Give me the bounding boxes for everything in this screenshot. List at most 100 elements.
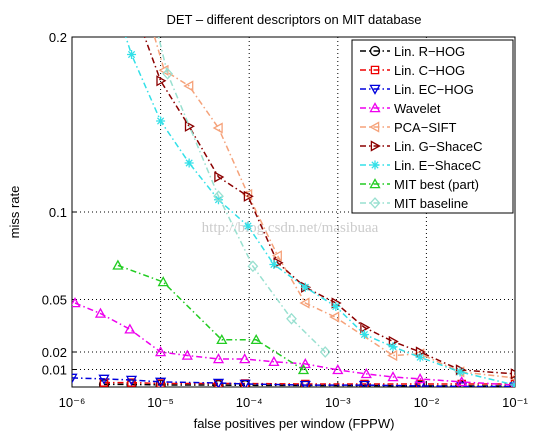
legend-label: Lin. E−ShaceC <box>394 158 481 173</box>
series-marker <box>154 346 167 357</box>
series-marker <box>455 367 465 377</box>
series-marker <box>212 378 225 387</box>
series-marker <box>300 282 310 292</box>
series-marker <box>510 368 515 380</box>
series-marker <box>247 260 259 273</box>
series-marker <box>124 323 136 334</box>
y-tick-label: 0.2 <box>49 30 67 45</box>
series-marker <box>360 321 371 334</box>
series-marker <box>388 342 398 352</box>
legend-label: Lin. EC−HOG <box>394 82 474 97</box>
series-marker <box>212 353 225 364</box>
series-marker <box>183 80 194 92</box>
series-marker <box>250 333 262 345</box>
series-line <box>104 381 515 385</box>
y-tick-label: 0.05 <box>42 293 67 308</box>
series-marker <box>239 353 251 364</box>
series-marker <box>156 379 165 387</box>
series-marker <box>127 378 136 387</box>
y-tick-label: 0.02 <box>42 345 67 360</box>
chart-title: DET – different descriptors on MIT datab… <box>166 12 421 27</box>
x-tick-label: 10⁻⁵ <box>147 395 174 410</box>
legend-marker <box>369 45 381 57</box>
series-marker <box>456 382 468 387</box>
x-tick-label: 10⁻¹ <box>502 395 528 410</box>
series-line <box>143 37 515 375</box>
series-marker <box>243 190 254 202</box>
series-marker <box>239 379 251 387</box>
series-marker <box>415 352 425 362</box>
series-marker <box>94 307 107 318</box>
series-marker <box>98 379 110 387</box>
legend-label: MIT best (part) <box>394 177 479 192</box>
series-marker <box>331 302 341 311</box>
series-marker <box>359 330 369 339</box>
series-marker <box>332 364 344 375</box>
x-tick-label: 10⁻⁶ <box>59 395 86 410</box>
series-marker <box>387 371 399 382</box>
legend-label: Lin. R−HOG <box>394 44 465 59</box>
series-marker <box>269 260 279 269</box>
series-marker <box>387 349 398 362</box>
legend-label: Wavelet <box>394 101 441 116</box>
legend-label: PCA−SIFT <box>394 120 457 135</box>
series-marker <box>72 373 78 384</box>
series-marker <box>243 221 253 231</box>
legend-marker <box>369 121 380 133</box>
legend-label: MIT baseline <box>394 196 468 211</box>
series-marker <box>360 368 372 379</box>
series-marker <box>112 259 124 270</box>
legend-marker <box>369 84 381 95</box>
series-marker <box>299 380 311 387</box>
legend-marker <box>370 160 380 170</box>
x-tick-label: 10⁻⁴ <box>236 395 263 410</box>
x-tick-label: 10⁻² <box>414 395 440 410</box>
series-line <box>117 264 304 371</box>
series-marker <box>509 374 515 382</box>
series-marker <box>156 75 167 87</box>
series-marker <box>329 311 340 323</box>
series-marker <box>162 67 173 80</box>
series-marker <box>125 375 138 386</box>
y-tick-label: 0.1 <box>49 205 67 220</box>
series-marker <box>99 378 109 387</box>
series-marker <box>213 195 223 205</box>
series-marker <box>358 380 371 387</box>
series-marker <box>299 297 310 309</box>
legend-marker <box>369 197 381 209</box>
series-line <box>72 377 515 387</box>
legend-marker <box>370 140 381 152</box>
series-marker <box>510 380 515 387</box>
series-marker <box>212 122 223 134</box>
series-line <box>157 37 326 353</box>
series-marker <box>154 377 167 387</box>
series-marker <box>72 297 81 308</box>
series-marker <box>157 276 169 287</box>
series-marker <box>286 312 297 325</box>
y-axis-label: miss rate <box>7 186 22 239</box>
legend-label: Lin. C−HOG <box>394 63 465 78</box>
series-marker <box>414 373 426 384</box>
series-line <box>153 37 515 379</box>
series-line <box>125 37 515 386</box>
legend-marker <box>370 65 380 75</box>
series-marker <box>239 380 251 387</box>
series-marker <box>127 50 137 59</box>
series-marker <box>181 349 193 360</box>
series-marker <box>297 364 310 375</box>
x-axis-label: false positives per window (FPPW) <box>194 416 395 431</box>
series-marker <box>271 250 282 262</box>
series-marker <box>319 346 331 358</box>
series-line <box>74 302 515 386</box>
y-tick-label: 0.01 <box>42 363 67 378</box>
legend-label: Lin. G−ShaceC <box>394 139 483 154</box>
series-marker <box>184 120 195 132</box>
series-marker <box>98 374 110 385</box>
legend-marker <box>369 102 381 113</box>
series-marker <box>216 333 228 345</box>
series-line <box>104 383 515 387</box>
series-marker <box>456 376 468 387</box>
series-marker <box>156 116 166 126</box>
series-marker <box>268 355 280 367</box>
